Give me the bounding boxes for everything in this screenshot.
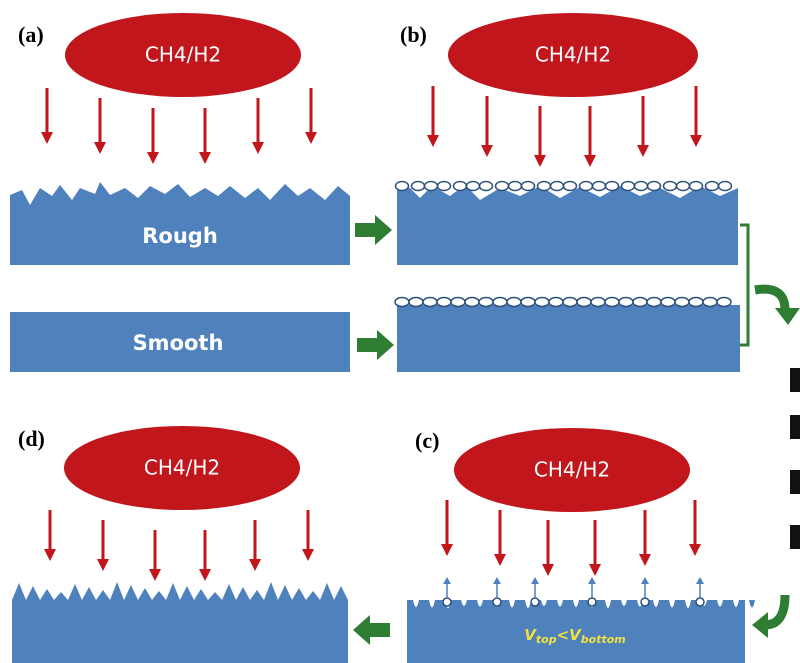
- nucleus: [580, 182, 593, 191]
- nucleus: [551, 182, 564, 191]
- nucleus: [677, 182, 690, 191]
- etch-arrow-head: [493, 577, 501, 584]
- nucleus: [549, 298, 563, 307]
- nucleus: [593, 182, 606, 191]
- gas-label: CH4/H2: [144, 456, 220, 480]
- diagram: (a) (b) (c) (d) CH4/H2 CH4/H2 CH4/H2 CH4…: [0, 0, 800, 663]
- nucleus: [437, 298, 451, 307]
- nucleus: [467, 182, 480, 191]
- etch-arrow-head: [531, 577, 539, 584]
- nucleus: [522, 182, 535, 191]
- nucleus: [507, 298, 521, 307]
- nucleus: [675, 298, 689, 307]
- gas-label: CH4/H2: [535, 43, 611, 67]
- nucleus: [577, 298, 591, 307]
- nucleus: [703, 298, 717, 307]
- edge-marks: [790, 368, 800, 549]
- nucleus: [496, 182, 509, 191]
- nucleus: [591, 298, 605, 307]
- nucleus: [409, 298, 423, 307]
- etch-pit: [696, 598, 704, 606]
- etch-arrow-head: [696, 577, 704, 584]
- nucleus: [535, 298, 549, 307]
- etch-pit: [493, 598, 501, 606]
- bracket: [740, 225, 748, 345]
- arrow-head: [752, 612, 768, 638]
- nucleus: [633, 298, 647, 307]
- substrate-label: Rough: [142, 224, 218, 248]
- nucleus: [451, 298, 465, 307]
- nucleus: [480, 182, 493, 191]
- nucleus: [719, 182, 732, 191]
- substrate-label: Smooth: [133, 331, 224, 355]
- panel-label: (d): [18, 426, 45, 451]
- nucleus: [635, 182, 648, 191]
- panel-label: (a): [18, 22, 44, 47]
- rough-substrate: [397, 185, 738, 265]
- etch-pit: [588, 598, 596, 606]
- nucleus: [396, 182, 409, 191]
- etch-pit: [443, 598, 451, 606]
- formula-part: <: [557, 626, 570, 644]
- nucleus: [509, 182, 522, 191]
- nucleus: [664, 182, 677, 191]
- smooth-substrate: [397, 305, 740, 372]
- etched-substrate: [407, 600, 759, 663]
- etch-pit: [641, 598, 649, 606]
- nucleus: [521, 298, 535, 307]
- nucleus: [493, 298, 507, 307]
- nucleus: [706, 182, 719, 191]
- curved-arrow: [755, 289, 785, 310]
- nucleus: [479, 298, 493, 307]
- nucleus: [423, 298, 437, 307]
- panel-label: (b): [400, 22, 427, 47]
- spiky-substrate: [12, 582, 348, 663]
- nucleus: [395, 298, 409, 307]
- gas-label: CH4/H2: [534, 458, 610, 482]
- etch-pit: [531, 598, 539, 606]
- nucleus: [619, 298, 633, 307]
- arrow: [355, 215, 392, 245]
- arrow: [353, 615, 390, 645]
- nucleus: [563, 298, 577, 307]
- nucleus: [412, 182, 425, 191]
- etch-arrow-head: [443, 577, 451, 584]
- formula-part: top: [536, 633, 557, 646]
- etch-arrow-head: [641, 577, 649, 584]
- nucleus: [689, 298, 703, 307]
- nucleus: [717, 298, 731, 307]
- nucleus: [564, 182, 577, 191]
- nucleus: [605, 298, 619, 307]
- nucleus: [454, 182, 467, 191]
- nucleus: [690, 182, 703, 191]
- nucleus: [438, 182, 451, 191]
- nucleus: [622, 182, 635, 191]
- nucleus: [465, 298, 479, 307]
- formula-part: bottom: [581, 633, 626, 646]
- nucleus: [647, 298, 661, 307]
- arrow: [357, 330, 394, 360]
- nucleus: [606, 182, 619, 191]
- nucleus: [648, 182, 661, 191]
- gas-label: CH4/H2: [145, 43, 221, 67]
- nucleus: [538, 182, 551, 191]
- nucleus: [425, 182, 438, 191]
- etch-arrow-head: [588, 577, 596, 584]
- nucleus: [661, 298, 675, 307]
- panel-label: (c): [415, 428, 439, 453]
- arrow-head: [775, 308, 800, 325]
